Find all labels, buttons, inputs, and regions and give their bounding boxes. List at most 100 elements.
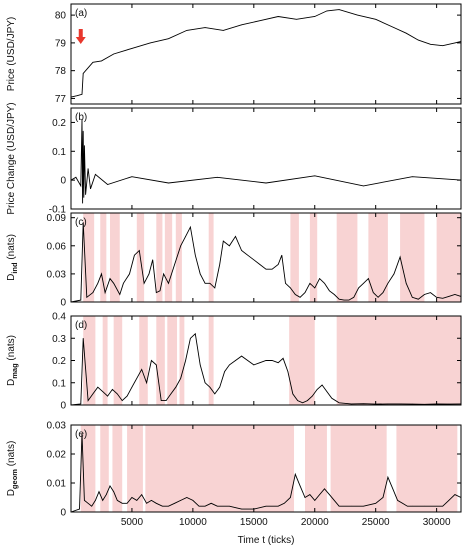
- data-point: [109, 485, 111, 487]
- data-point: [95, 500, 96, 501]
- data-point: [113, 53, 114, 55]
- data-point: [259, 264, 261, 265]
- data-point: [180, 378, 181, 379]
- data-point: [92, 292, 94, 293]
- data-point: [151, 360, 152, 361]
- y-axis-label: Dind (nats): [6, 234, 19, 281]
- shaded-region: [167, 316, 178, 405]
- data-point: [83, 197, 85, 198]
- data-point: [195, 254, 196, 256]
- data-point: [338, 298, 340, 300]
- data-point: [253, 364, 255, 366]
- data-point: [314, 287, 316, 289]
- shaded-region: [113, 316, 123, 405]
- data-point: [138, 250, 140, 251]
- data-point: [159, 290, 161, 292]
- data-point: [259, 20, 261, 21]
- data-point: [113, 491, 114, 493]
- data-point: [97, 386, 99, 388]
- data-point: [80, 403, 82, 405]
- data-point: [283, 503, 285, 504]
- data-point: [304, 497, 306, 498]
- data-point: [149, 42, 151, 44]
- data-point: [436, 297, 437, 298]
- data-point: [299, 297, 301, 298]
- data-point: [90, 188, 91, 190]
- data-point: [180, 245, 181, 247]
- data-point: [109, 278, 111, 279]
- shaded-region: [436, 213, 461, 302]
- data-point: [129, 273, 130, 275]
- data-point: [106, 494, 107, 495]
- data-point: [131, 497, 133, 498]
- data-point: [319, 494, 320, 495]
- data-point: [216, 505, 218, 507]
- data-point: [204, 382, 206, 384]
- shaded-region: [100, 425, 109, 512]
- data-point: [112, 389, 113, 390]
- data-point: [101, 273, 102, 275]
- y-tick-label: 0.06: [47, 241, 67, 252]
- data-point: [186, 30, 188, 31]
- data-point: [307, 400, 308, 401]
- data-point: [104, 292, 106, 293]
- data-point: [97, 282, 99, 284]
- data-point: [92, 62, 94, 63]
- data-point: [397, 500, 398, 501]
- data-point: [407, 505, 408, 507]
- data-point: [290, 497, 291, 498]
- data-point: [219, 386, 220, 388]
- data-point: [117, 393, 118, 395]
- data-point: [76, 95, 78, 96]
- panel-tag: (d): [75, 320, 87, 331]
- data-point: [448, 403, 450, 405]
- data-point: [326, 391, 328, 392]
- data-point: [282, 357, 284, 359]
- data-point: [448, 500, 450, 501]
- data-point: [454, 42, 456, 44]
- data-point: [333, 500, 335, 501]
- data-point: [375, 18, 376, 20]
- y-axis-label: Price Change (USD/JPY): [6, 102, 17, 214]
- data-point: [85, 194, 86, 195]
- data-point: [119, 294, 121, 295]
- data-point: [382, 497, 384, 498]
- data-point: [304, 292, 306, 293]
- data-point: [199, 364, 201, 366]
- data-point: [338, 402, 340, 404]
- data-point: [81, 119, 83, 120]
- data-point: [351, 505, 352, 507]
- data-point: [165, 400, 167, 401]
- y-tick-label: 0.03: [47, 421, 67, 432]
- data-point: [324, 282, 325, 284]
- shaded-region: [396, 425, 458, 512]
- data-point: [277, 16, 279, 17]
- data-point: [198, 505, 200, 507]
- y-tick-label: 79: [55, 38, 67, 49]
- data-point: [156, 364, 157, 366]
- shaded-region: [208, 213, 214, 302]
- data-point: [102, 391, 103, 392]
- data-point: [382, 292, 384, 293]
- data-point: [204, 505, 206, 507]
- data-point: [363, 403, 364, 404]
- data-point: [131, 48, 133, 49]
- data-point: [98, 491, 100, 493]
- data-point: [285, 282, 286, 284]
- shaded-region: [400, 213, 425, 302]
- panel-frame: [70, 3, 462, 105]
- data-point: [80, 185, 82, 187]
- series-line: [70, 119, 462, 204]
- shaded-region: [330, 425, 387, 512]
- data-point: [287, 371, 289, 372]
- data-point: [353, 297, 355, 298]
- data-point: [312, 395, 313, 397]
- data-point: [299, 485, 301, 487]
- data-point: [204, 282, 206, 284]
- y-tick-label: 77: [55, 94, 67, 105]
- data-point: [454, 294, 456, 295]
- data-point: [146, 382, 147, 384]
- data-point: [82, 130, 84, 132]
- data-point: [387, 476, 389, 478]
- shaded-region: [179, 316, 185, 405]
